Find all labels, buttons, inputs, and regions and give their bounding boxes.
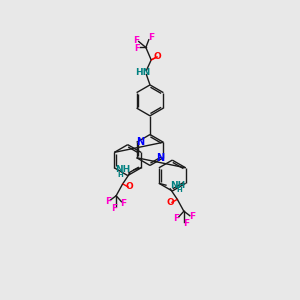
Text: H: H — [176, 188, 182, 194]
Text: NH: NH — [170, 181, 185, 190]
Text: F: F — [111, 204, 117, 213]
Text: F: F — [133, 35, 140, 44]
Text: F: F — [173, 214, 179, 223]
Text: F: F — [189, 212, 195, 221]
Text: O: O — [125, 182, 133, 191]
Text: N: N — [156, 153, 164, 163]
Text: N: N — [136, 137, 144, 147]
Text: F: F — [183, 219, 189, 228]
Text: NH: NH — [115, 165, 130, 174]
Text: O: O — [154, 52, 162, 62]
Text: F: F — [148, 33, 154, 42]
Text: O: O — [167, 198, 175, 207]
Text: HN: HN — [136, 68, 151, 77]
Text: F: F — [135, 44, 140, 53]
Text: H: H — [118, 172, 124, 178]
Text: F: F — [121, 199, 127, 208]
Text: F: F — [105, 196, 111, 206]
